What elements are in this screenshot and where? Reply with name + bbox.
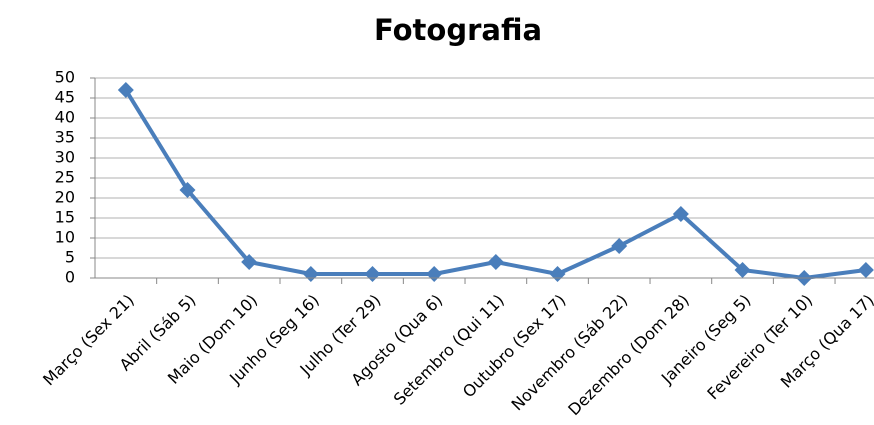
y-tick-label: 20 bbox=[55, 188, 75, 207]
y-tick-label: 10 bbox=[55, 228, 75, 247]
data-marker bbox=[549, 266, 566, 282]
data-marker bbox=[611, 238, 628, 254]
x-tick-label: Outubro (Sex 17) bbox=[459, 291, 570, 402]
y-tick-label: 30 bbox=[55, 148, 75, 167]
x-tick-label: Fevereiro (Ter 10) bbox=[703, 291, 816, 404]
y-tick-label: 45 bbox=[55, 88, 75, 107]
y-tick-label: 50 bbox=[55, 68, 75, 87]
data-marker bbox=[857, 262, 874, 278]
x-tick-label: Março (Sex 21) bbox=[39, 291, 138, 390]
data-marker bbox=[672, 206, 689, 222]
chart-title: Fotografia bbox=[374, 13, 542, 47]
data-marker bbox=[241, 254, 258, 270]
data-marker bbox=[426, 266, 443, 282]
data-marker bbox=[734, 262, 751, 278]
x-tick-label: Novembro (Sáb 22) bbox=[507, 291, 631, 415]
x-tick-label: Setembro (Qui 11) bbox=[390, 291, 508, 409]
y-tick-label: 5 bbox=[65, 248, 75, 267]
y-tick-label: 40 bbox=[55, 108, 75, 127]
data-marker bbox=[179, 182, 196, 198]
x-tick-label: Dezembro (Dom 28) bbox=[564, 291, 693, 420]
data-marker bbox=[302, 266, 319, 282]
data-marker bbox=[364, 266, 381, 282]
y-tick-label: 15 bbox=[55, 208, 75, 227]
data-marker bbox=[117, 82, 134, 98]
data-marker bbox=[487, 254, 504, 270]
y-tick-label: 25 bbox=[55, 168, 75, 187]
y-tick-label: 35 bbox=[55, 128, 75, 147]
y-tick-label: 0 bbox=[65, 268, 75, 287]
